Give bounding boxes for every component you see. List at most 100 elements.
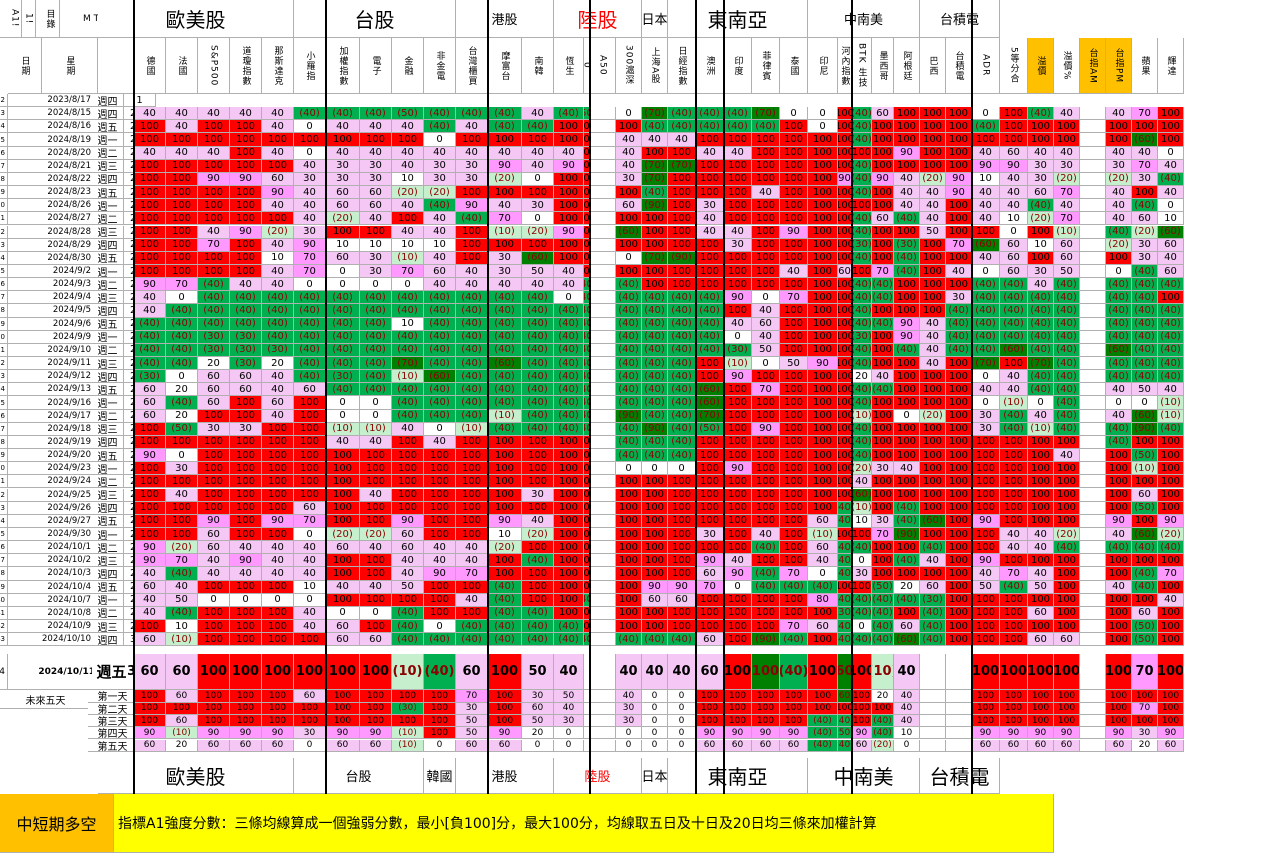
- today-score[interactable]: 100: [852, 654, 872, 691]
- score-cell[interactable]: 40: [1106, 186, 1132, 200]
- score-cell[interactable]: 60: [326, 620, 360, 634]
- today-score[interactable]: 100: [294, 654, 326, 691]
- score-cell[interactable]: 100: [262, 212, 294, 226]
- score-cell[interactable]: 100: [852, 264, 872, 279]
- score-cell[interactable]: 0: [326, 396, 360, 410]
- future-score[interactable]: 40: [616, 690, 642, 703]
- score-cell[interactable]: 100: [262, 159, 294, 173]
- future-score[interactable]: 100: [262, 702, 294, 715]
- score-cell[interactable]: (10): [456, 422, 488, 436]
- score-cell[interactable]: 10: [972, 172, 1000, 187]
- date-cell[interactable]: 2024/9/18: [8, 422, 94, 436]
- score-cell[interactable]: 100: [724, 435, 752, 450]
- score-cell[interactable]: 100: [198, 606, 230, 620]
- score-cell[interactable]: (40): [642, 449, 668, 463]
- score-cell[interactable]: (40): [668, 317, 696, 331]
- future-score[interactable]: 0: [554, 739, 584, 752]
- column-header[interactable]: 阿根廷: [894, 38, 920, 94]
- score-cell[interactable]: 100: [780, 475, 808, 489]
- score-cell[interactable]: 100: [488, 435, 522, 450]
- score-cell[interactable]: 100: [852, 527, 872, 542]
- score-cell[interactable]: 100: [360, 225, 392, 239]
- score-cell[interactable]: 0: [522, 212, 554, 226]
- future-score[interactable]: 0: [642, 727, 668, 740]
- score-cell[interactable]: 100: [262, 422, 294, 436]
- future-score[interactable]: 100: [198, 690, 230, 703]
- score-cell[interactable]: 100: [752, 593, 780, 607]
- row-number[interactable]: 5: [0, 133, 8, 147]
- score-cell[interactable]: 100: [838, 488, 852, 502]
- score-cell[interactable]: 100: [294, 435, 326, 450]
- score-cell[interactable]: 100: [1000, 514, 1028, 528]
- score-cell[interactable]: (40): [1132, 541, 1158, 555]
- row-number[interactable]: 44: [0, 654, 8, 691]
- score-cell[interactable]: 100: [972, 501, 1000, 515]
- score-cell[interactable]: (40): [852, 186, 872, 200]
- score-cell[interactable]: [590, 357, 616, 371]
- score-cell[interactable]: 0: [972, 107, 1000, 121]
- score-cell[interactable]: 100: [1054, 462, 1080, 476]
- score-cell[interactable]: 70: [872, 264, 894, 279]
- score-cell[interactable]: 40: [134, 593, 166, 607]
- score-cell[interactable]: 100: [392, 449, 424, 463]
- future-score[interactable]: (40): [872, 714, 894, 728]
- score-cell[interactable]: 100: [752, 212, 780, 226]
- today-score[interactable]: (10): [872, 654, 894, 691]
- date-cell[interactable]: 2024/10/9: [8, 620, 94, 634]
- score-cell[interactable]: 100: [696, 462, 724, 476]
- date-cell[interactable]: 2024/8/21: [8, 159, 94, 173]
- future-score[interactable]: 100: [1106, 714, 1132, 728]
- score-cell[interactable]: 100: [668, 606, 696, 620]
- score-cell[interactable]: 40: [424, 212, 456, 226]
- score-cell[interactable]: 100: [872, 133, 894, 147]
- score-cell[interactable]: 60: [1054, 251, 1080, 265]
- score-cell[interactable]: 100: [946, 396, 972, 410]
- weekday-cell[interactable]: 週三: [92, 225, 124, 239]
- score-cell[interactable]: (10): [488, 409, 522, 423]
- score-cell[interactable]: 10: [166, 620, 198, 634]
- score-cell[interactable]: 100: [230, 606, 262, 620]
- score-cell[interactable]: 100: [1132, 554, 1158, 568]
- score-cell[interactable]: 90: [972, 554, 1000, 568]
- score-cell[interactable]: (40): [668, 304, 696, 318]
- score-cell[interactable]: 40: [972, 146, 1000, 160]
- score-cell[interactable]: 100: [230, 449, 262, 463]
- weekday-cell[interactable]: 週四: [92, 238, 124, 252]
- score-cell[interactable]: 40: [1000, 527, 1028, 542]
- date-cell[interactable]: 2024/8/30: [8, 251, 94, 265]
- score-cell[interactable]: [590, 633, 616, 647]
- row-number[interactable]: 41: [0, 606, 8, 620]
- today-score[interactable]: 40: [642, 654, 668, 691]
- score-cell[interactable]: 90: [808, 357, 838, 371]
- score-cell[interactable]: 100: [920, 383, 946, 397]
- score-cell[interactable]: (40): [360, 357, 392, 371]
- score-cell[interactable]: 100: [360, 567, 392, 581]
- weekday-cell[interactable]: 週一: [92, 133, 124, 147]
- score-cell[interactable]: 30: [360, 251, 392, 265]
- score-cell[interactable]: (40): [1106, 225, 1132, 239]
- weekday-cell[interactable]: 週三: [92, 422, 124, 436]
- catalog-link[interactable]: 目錄: [40, 0, 60, 38]
- score-cell[interactable]: (60): [972, 238, 1000, 252]
- score-cell[interactable]: (40): [642, 317, 668, 331]
- score-cell[interactable]: 100: [972, 462, 1000, 476]
- score-cell[interactable]: 40: [166, 120, 198, 134]
- date-cell[interactable]: 2024/10/10: [8, 633, 94, 647]
- score-cell[interactable]: [590, 541, 616, 555]
- score-cell[interactable]: 100: [1028, 620, 1054, 634]
- future-score[interactable]: 100: [262, 690, 294, 703]
- score-cell[interactable]: 100: [946, 159, 972, 173]
- score-cell[interactable]: 100: [360, 133, 392, 147]
- future-score[interactable]: 30: [456, 702, 488, 715]
- score-cell[interactable]: 40: [920, 212, 946, 226]
- score-cell[interactable]: 40: [920, 330, 946, 344]
- score-cell[interactable]: (20): [1132, 225, 1158, 239]
- score-cell[interactable]: 100: [554, 133, 584, 147]
- score-cell[interactable]: 100: [838, 449, 852, 463]
- score-cell[interactable]: (40): [642, 186, 668, 200]
- score-cell[interactable]: (70): [752, 107, 780, 121]
- score-cell[interactable]: (40): [166, 357, 198, 371]
- score-cell[interactable]: 50: [920, 225, 946, 239]
- today-score[interactable]: (40): [424, 654, 456, 691]
- score-cell[interactable]: 100: [668, 514, 696, 528]
